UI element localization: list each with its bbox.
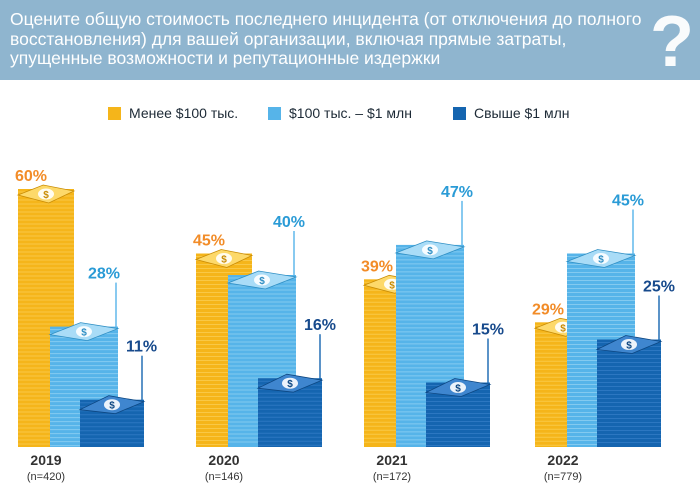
dollar-sign-icon-low-2021: $	[389, 280, 395, 291]
dollar-coin-icon-mid-2021	[422, 244, 438, 256]
sample-size-2022: (n=779)	[544, 471, 582, 483]
value-label-mid-2020: 40%	[273, 214, 305, 231]
cost-chart: $60% $28% $11% 2019 (n=420) $45% $40% $16% 2020 (…	[15, 168, 675, 484]
legend-swatch-low	[108, 106, 121, 120]
bar-high-2022	[597, 339, 661, 447]
dollar-sign-icon-high-2021: $	[455, 384, 461, 395]
legend-item-high: Свыше $1 млн	[453, 105, 570, 121]
value-label-mid-2022: 45%	[612, 193, 644, 210]
legend: Менее $100 тыс. $100 тыс. – $1 млн Свыше…	[0, 98, 700, 128]
year-label-2022: 2022	[547, 452, 578, 468]
stack-high-2021: $	[424, 378, 492, 447]
sample-size-2020: (n=146)	[205, 471, 243, 483]
dollar-coin-icon-mid-2022	[593, 253, 609, 264]
year-label-2019: 2019	[30, 452, 61, 468]
dollar-coin-icon-high-2020	[282, 377, 298, 389]
sample-size-2021: (n=172)	[373, 471, 411, 483]
sample-size-2019: (n=420)	[27, 471, 65, 483]
legend-item-low: Менее $100 тыс.	[108, 105, 238, 121]
dollar-sign-icon-high-2022: $	[626, 341, 632, 352]
value-label-low-2022: 29%	[532, 301, 564, 318]
question-mark-icon: ?	[650, 2, 694, 82]
value-label-high-2019: 11%	[126, 339, 157, 356]
dollar-sign-icon-high-2020: $	[287, 379, 293, 390]
dollar-coin-icon-low-2020	[216, 253, 232, 264]
value-label-high-2020: 16%	[304, 317, 336, 334]
bill-edges-high-2019	[80, 402, 144, 444]
dollar-coin-icon-high-2021	[450, 382, 466, 393]
legend-swatch-mid	[268, 106, 281, 120]
dollar-sign-icon-mid-2022: $	[598, 255, 604, 266]
dollar-sign-icon-high-2019: $	[109, 401, 115, 412]
dollar-sign-icon-mid-2019: $	[81, 328, 87, 339]
year-group-2022: $29% $45% $25% 2022 (n=779)	[532, 193, 675, 484]
dollar-sign-icon-low-2020: $	[221, 255, 227, 266]
value-label-low-2021: 39%	[361, 258, 393, 275]
question-banner: Оцените общую стоимость последнего инцид…	[0, 0, 700, 82]
dollar-coin-icon-high-2019	[104, 399, 120, 411]
question-text: Оцените общую стоимость последнего инцид…	[10, 9, 642, 68]
year-group-2021: $39% $47% $15% 2021 (n=172)	[361, 184, 504, 483]
dollar-sign-icon-low-2019: $	[43, 190, 49, 201]
legend-label-high: Свыше $1 млн	[474, 105, 570, 121]
value-label-mid-2019: 28%	[88, 266, 120, 283]
value-label-high-2022: 25%	[643, 279, 675, 296]
year-label-2020: 2020	[208, 452, 239, 468]
dollar-coin-icon-high-2022	[621, 339, 637, 350]
legend-label-low: Менее $100 тыс.	[129, 105, 239, 121]
value-label-mid-2021: 47%	[441, 184, 473, 201]
dollar-sign-icon-mid-2020: $	[259, 276, 265, 287]
dollar-coin-icon-mid-2020	[254, 274, 270, 286]
dollar-coin-icon-low-2019	[38, 188, 54, 200]
value-label-low-2020: 45%	[193, 233, 225, 250]
stack-high-2019: $	[78, 395, 146, 447]
dollar-sign-icon-low-2022: $	[560, 323, 566, 334]
year-group-2020: $45% $40% $16% 2020 (n=146)	[193, 214, 336, 483]
legend-label-mid: $100 тыс. – $1 млн	[289, 105, 412, 121]
year-label-2021: 2021	[376, 452, 407, 468]
year-group-2019: $60% $28% $11% 2019 (n=420)	[15, 168, 157, 483]
legend-swatch-high	[453, 106, 466, 120]
dollar-sign-icon-mid-2021: $	[427, 246, 433, 257]
stack-high-2020: $	[256, 373, 324, 447]
value-label-low-2019: 60%	[15, 168, 47, 185]
legend-item-mid: $100 тыс. – $1 млн	[268, 105, 412, 121]
dollar-coin-icon-mid-2019	[76, 326, 92, 338]
bill-edges-mid-2020	[228, 277, 296, 443]
stack-high-2022: $	[595, 335, 663, 447]
value-label-high-2021: 15%	[472, 322, 504, 339]
